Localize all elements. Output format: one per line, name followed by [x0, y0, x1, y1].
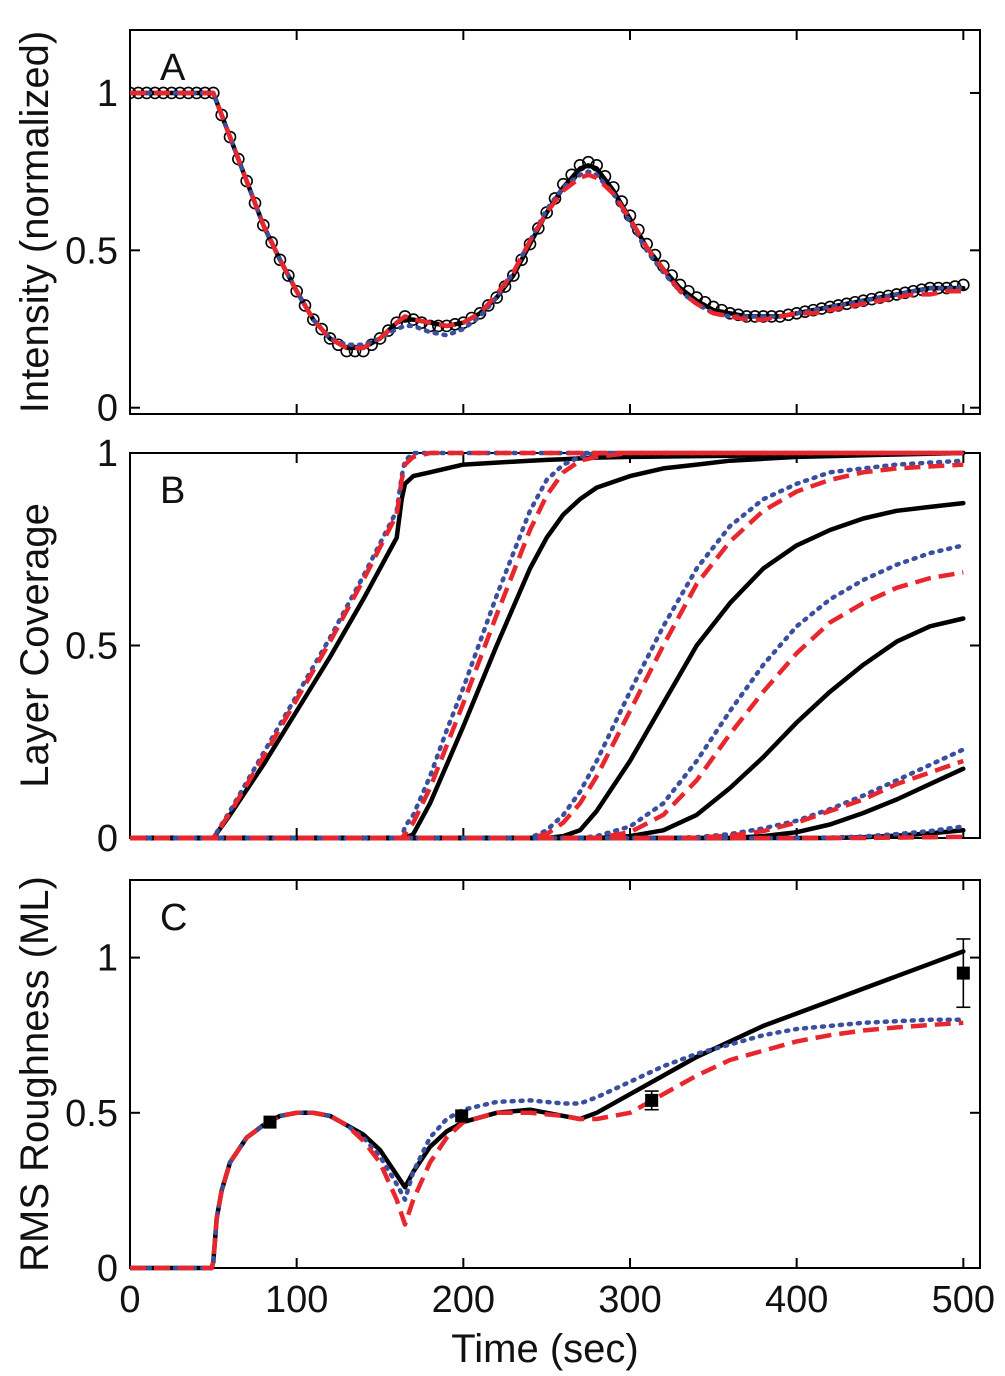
panel-label: A [160, 47, 186, 89]
y-tick-label: 1 [97, 433, 118, 475]
series-layer-1-solid [130, 450, 966, 841]
data-point [265, 236, 278, 249]
x-axis-label: Time (sec) [451, 1327, 638, 1371]
data-point [373, 332, 387, 345]
data-point [315, 322, 328, 336]
data-point [273, 253, 287, 267]
y-tick-label: 0 [97, 818, 118, 860]
series-layer-4-dotted [130, 543, 966, 841]
y-axis-label: Intensity (normalized) [13, 31, 57, 413]
series-layer-1-dashed [130, 450, 964, 841]
data-point [348, 344, 362, 358]
series-data [130, 86, 970, 358]
series-model-dashed [130, 90, 964, 351]
data-point [307, 313, 320, 326]
y-axis-label: RMS Roughness (ML) [13, 876, 57, 1272]
data-point [957, 278, 970, 292]
x-tick-label: 200 [432, 1279, 495, 1321]
series-model-solid [130, 949, 966, 1271]
series-layer-3-dashed [130, 462, 964, 841]
y-tick-label: 1 [97, 938, 118, 980]
series-model-dotted [130, 90, 966, 348]
series-layer-3-solid [130, 500, 966, 841]
x-tick-label: 400 [765, 1279, 828, 1321]
data-point [455, 1109, 469, 1123]
data-point [263, 1115, 277, 1129]
x-tick-label: 100 [265, 1279, 328, 1321]
series-layer-5-dotted [130, 747, 966, 841]
data-point [290, 284, 303, 298]
series-layer-5-dashed [130, 758, 965, 841]
series-measured [263, 938, 971, 1129]
series-layer-6-dashed [130, 834, 964, 841]
series-model-solid [130, 90, 966, 351]
panel-label: C [160, 897, 187, 939]
panel-c: 0 100 200 300 400 500 0 0.5 1 RMS Roughness (ML) C [13, 876, 995, 1321]
x-tick-label: 500 [932, 1279, 995, 1321]
series-model-dashed [130, 1020, 964, 1271]
plot-area [130, 450, 966, 841]
plot-area [130, 938, 971, 1271]
x-tick-label: 300 [598, 1279, 661, 1321]
y-axis-label: Layer Coverage [13, 503, 57, 788]
y-tick-label: 1 [97, 73, 118, 115]
plot-frame [129, 29, 981, 415]
plot-frame [129, 452, 981, 839]
data-point [298, 299, 312, 312]
y-tick-label: 0.5 [65, 626, 118, 668]
y-tick-label: 0 [97, 1248, 118, 1290]
data-point [482, 299, 495, 312]
plot-area [130, 86, 970, 358]
series-model-dotted [130, 1017, 966, 1271]
x-tick-label: 0 [119, 1279, 140, 1321]
y-tick-label: 0 [97, 388, 118, 430]
y-tick-label: 0.5 [65, 230, 118, 272]
data-point [645, 1093, 659, 1107]
plot-frame [129, 879, 981, 1269]
series-layer-4-dashed [130, 570, 964, 841]
panel-a: 0 0.5 1 Intensity (normalized) A [13, 29, 981, 430]
panel-label: B [160, 470, 185, 512]
data-point [282, 269, 295, 282]
panel-b: 0 0.5 1 Layer Coverage B [13, 433, 981, 860]
y-tick-label: 0.5 [65, 1093, 118, 1135]
data-point [956, 966, 970, 980]
